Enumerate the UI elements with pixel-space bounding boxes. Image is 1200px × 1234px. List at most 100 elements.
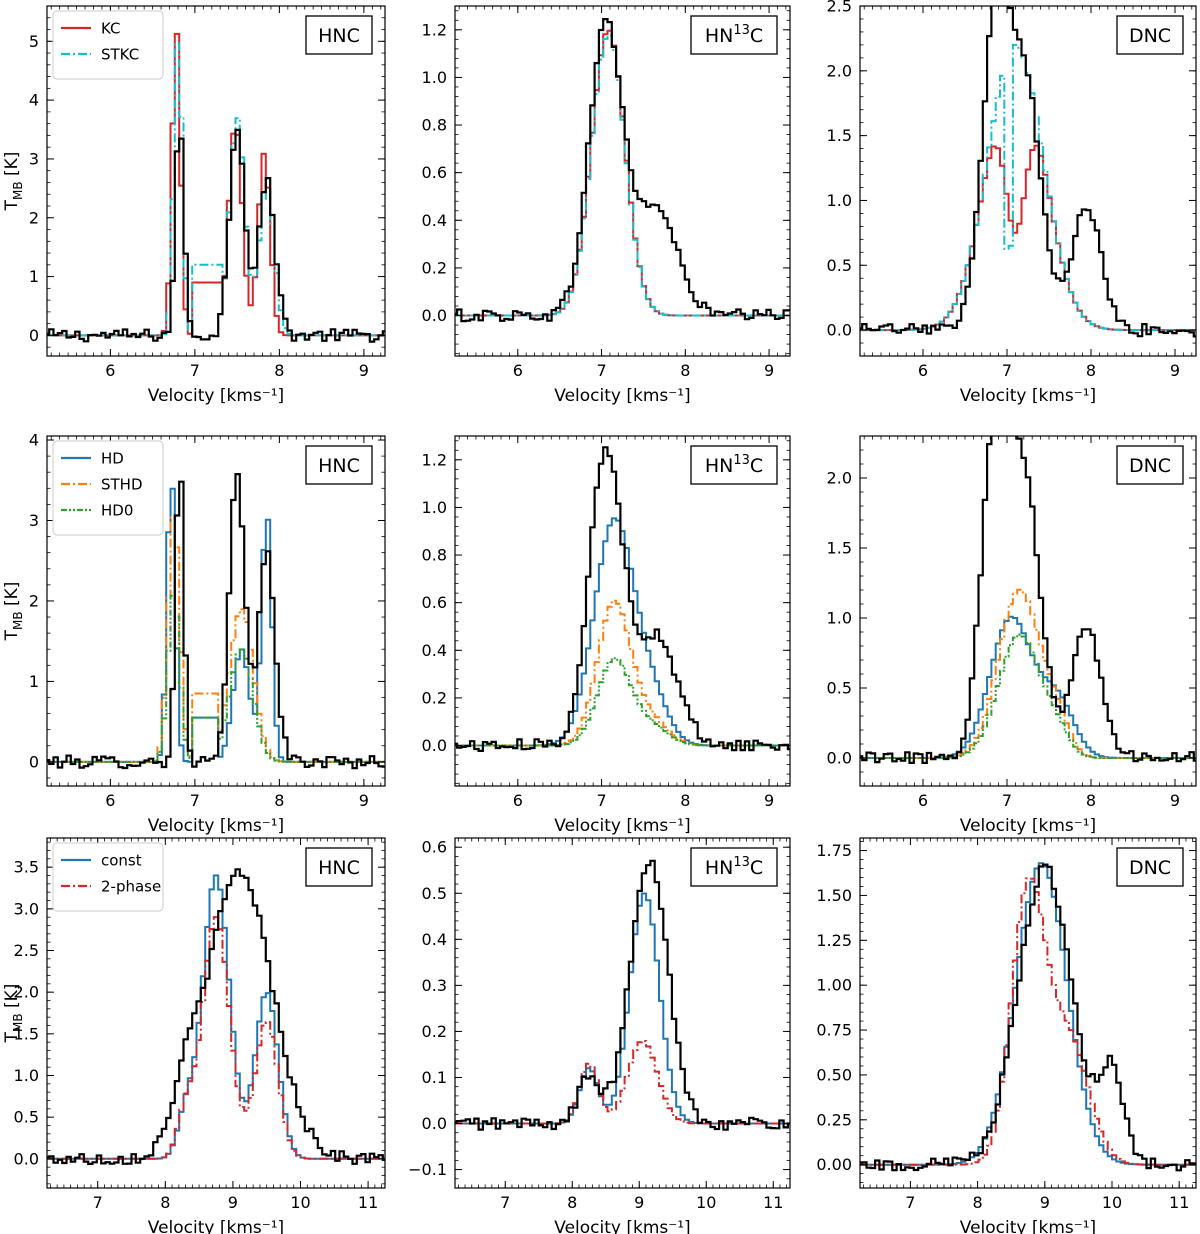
y-tick-label: 1.5 [14,1024,39,1043]
model-2-phase-spectrum [47,916,385,1160]
species-box [690,445,778,485]
x-tick-label: 6 [513,361,523,380]
x-tick-label: 10 [1102,1193,1122,1212]
x-tick-label: 7 [190,791,200,810]
model-kc-spectrum [860,144,1196,332]
y-tick-label: 0.0 [422,1114,447,1133]
model-stkc-spectrum [47,42,385,337]
x-tick-label: 6 [105,791,115,810]
y-tick-label: 1.00 [816,976,852,995]
x-tick-label: 9 [1040,1193,1050,1212]
x-tick-label: 10 [696,1193,716,1212]
y-tick-label: 0.50 [816,1065,852,1084]
x-tick-label: 7 [93,1193,103,1212]
y-tick-label: 1.2 [422,20,447,39]
y-tick-label: 0.0 [422,306,447,325]
y-tick-label: 0.0 [422,736,447,755]
x-tick-label: 7 [500,1193,510,1212]
x-tick-label: 7 [1002,361,1012,380]
species-label: HNC [318,857,360,879]
y-tick-label: 4 [29,91,39,110]
y-axis-label: TMB [K] [2,582,25,642]
y-tick-label: 1.50 [816,886,852,905]
x-axis-label: Velocity [kms⁻¹] [960,816,1096,836]
x-tick-label: 6 [105,361,115,380]
x-tick-label: 9 [359,361,369,380]
x-tick-label: 8 [567,1193,577,1212]
x-axis-label: Velocity [kms⁻¹] [148,386,284,406]
x-tick-label: 9 [1170,361,1180,380]
x-tick-label: 9 [1170,791,1180,810]
species-box [305,847,373,887]
y-tick-label: 2 [29,208,39,227]
species-box [1116,445,1184,485]
legend-label: KC [101,20,121,38]
model-hd0-spectrum [455,657,790,747]
plot-frame [859,5,1197,357]
x-tick-label: 8 [973,1193,983,1212]
x-tick-label: 7 [1002,791,1012,810]
x-tick-label: 7 [905,1193,915,1212]
x-tick-label: 8 [274,791,284,810]
y-tick-label: 4 [29,431,39,450]
y-tick-label: 1 [29,267,39,286]
x-tick-label: 9 [359,791,369,810]
y-tick-label: 3.5 [14,858,39,877]
model-hd0-spectrum [860,633,1196,759]
x-axis-label: Velocity [kms⁻¹] [554,816,690,836]
x-tick-label: 8 [160,1193,170,1212]
model-const-spectrum [455,892,790,1125]
y-tick-label: 0 [29,752,39,771]
y-tick-label: 1.25 [816,931,852,950]
y-tick-label: 0.6 [422,593,447,612]
species-label: HNC [318,25,360,47]
species-box [305,445,373,485]
model-2-phase-spectrum [455,1040,790,1125]
species-box [690,15,778,55]
legend-label: const [101,852,142,870]
panel-row2-hn13c: 6 7 8 9 0.0 0.2 0.4 0.6 0.8 1.0 1.2 HN13C Velocity [… [422,435,791,836]
x-axis-label: Velocity [kms⁻¹] [148,816,284,836]
model-sthd-spectrum [860,588,1196,759]
y-tick-label: 0.6 [422,163,447,182]
panel-row3-hnc: 7 8 9 10 11 0.0 0.5 1.0 1.5 2.0 2.5 3.0 3.5 HNC Veloci… [2,837,386,1234]
y-tick-label: 1.0 [827,609,852,628]
x-axis-label: Velocity [kms⁻¹] [960,1218,1096,1234]
x-tick-label: 8 [1086,791,1096,810]
model-hd-spectrum [455,517,790,747]
panel-row3-hn13c: 7 8 9 10 11 −0.1 0.0 0.1 0.2 0.3 0.4 0.5 0.6 HN13C Vel… [408,837,791,1234]
plot-frame [454,837,791,1189]
model-sthd-spectrum [455,599,790,747]
x-tick-label: 7 [596,361,606,380]
x-tick-label: 6 [513,791,523,810]
y-tick-label: 1.75 [816,841,852,860]
legend-label: HD0 [101,502,133,520]
y-tick-label: 3 [29,149,39,168]
y-tick-label: 0.6 [422,838,447,857]
model-hd-spectrum [860,615,1196,759]
model-const-spectrum [860,862,1196,1166]
y-tick-label: 0.4 [422,930,447,949]
plot-frame [454,5,791,357]
model-stkc-spectrum [860,43,1196,332]
legend: HD STHD HD0 [52,440,164,536]
observed-spectrum [47,868,385,1165]
model-2-phase-spectrum [860,877,1196,1166]
y-tick-label: 0.0 [827,749,852,768]
x-tick-label: 9 [764,791,774,810]
y-tick-label: 0.2 [422,1022,447,1041]
y-tick-label: 3.0 [14,899,39,918]
x-tick-label: 7 [596,791,606,810]
y-tick-label: 0.8 [422,546,447,565]
plot-frame [46,837,386,1189]
plot-frame [859,435,1197,787]
y-tick-label: 0.3 [422,976,447,995]
observed-spectrum [455,859,790,1131]
panel-row2-dnc: 6 7 8 9 0.0 0.5 1.0 1.5 2.0 DNC Velocity [kms⁻¹] [827,435,1197,836]
model-hd0-spectrum [47,594,385,763]
observed-spectrum [860,436,1196,764]
y-tick-label: 0.5 [422,884,447,903]
observed-spectrum [47,128,385,343]
x-tick-label: 7 [190,361,200,380]
